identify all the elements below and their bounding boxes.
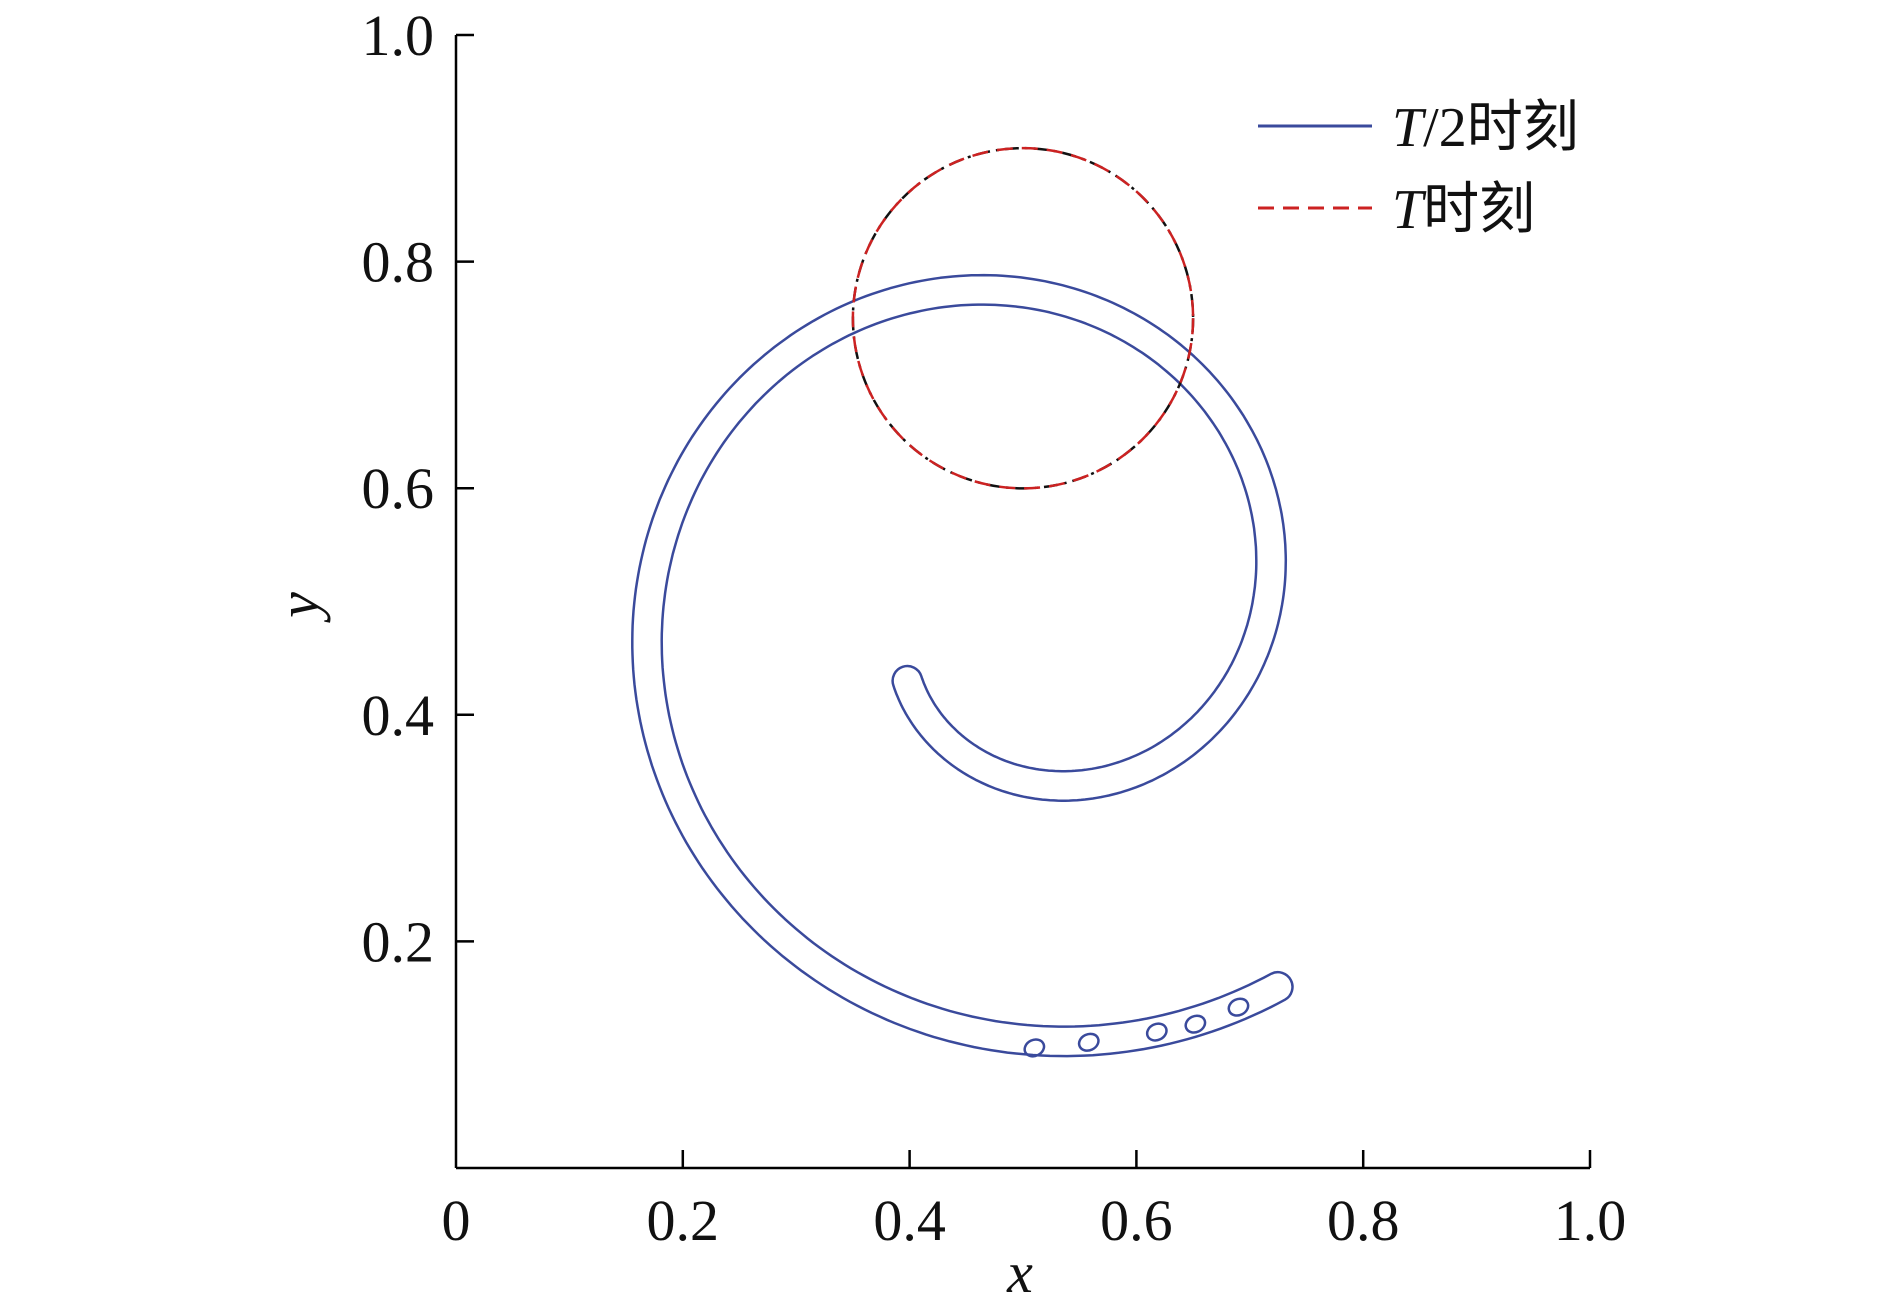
legend-label-full-period-rest: 时刻 [1423, 179, 1535, 241]
legend: T/2时刻 T时刻 [1258, 97, 1579, 241]
droplet [1227, 997, 1250, 1017]
x-tick-label: 0.8 [1327, 1188, 1400, 1253]
legend-label-half-period-rest: /2时刻 [1423, 97, 1579, 159]
x-tick-label: 0 [442, 1188, 471, 1253]
droplet [1145, 1022, 1168, 1042]
x-tick-label: 0.6 [1100, 1188, 1173, 1253]
y-tick-label: 1.0 [362, 3, 435, 68]
y-ticks: 0.2 0.4 0.6 0.8 1.0 [362, 3, 474, 974]
legend-label-half-period: T/2时刻 [1392, 97, 1579, 159]
droplet [1077, 1032, 1100, 1052]
x-tick-label: 0.4 [873, 1188, 946, 1253]
x-tick-label: 0.2 [647, 1188, 720, 1253]
plot-area [631, 146, 1294, 1058]
circle-full-period [851, 146, 1195, 490]
y-axis-title: y [266, 592, 331, 623]
spiral-band-half-period [631, 273, 1294, 1058]
droplet [1023, 1038, 1046, 1058]
y-tick-label: 0.8 [362, 230, 435, 295]
x-ticks: 0 0.2 0.4 0.6 0.8 1.0 [442, 1150, 1627, 1253]
x-tick-label: 1.0 [1554, 1188, 1627, 1253]
x-axis-title: x [1006, 1240, 1033, 1305]
y-tick-label: 0.2 [362, 909, 435, 974]
droplet [1184, 1014, 1207, 1034]
y-tick-label: 0.4 [362, 683, 435, 748]
legend-label-full-period: T时刻 [1392, 179, 1535, 241]
legend-label-full-period-T: T [1392, 179, 1427, 241]
axes [454, 35, 1590, 1170]
legend-label-half-period-T: T [1392, 97, 1427, 159]
y-tick-label: 0.6 [362, 456, 435, 521]
